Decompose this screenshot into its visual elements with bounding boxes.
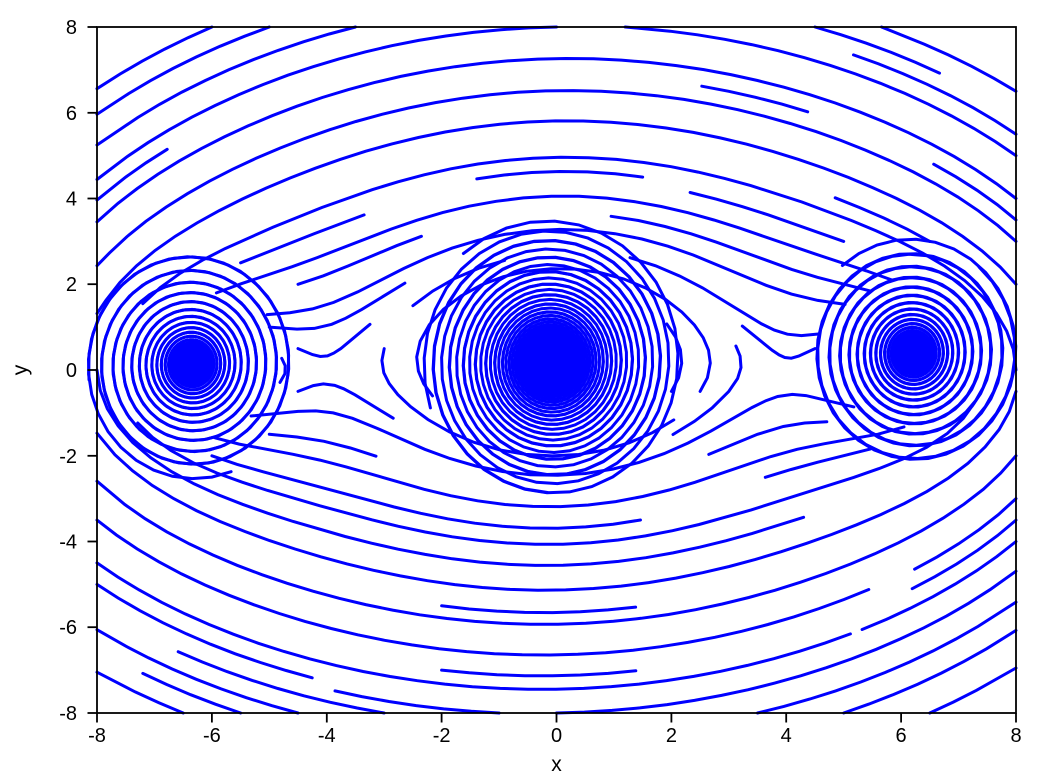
svg-text:2: 2: [66, 274, 77, 296]
svg-text:2: 2: [666, 725, 677, 747]
svg-text:-6: -6: [203, 725, 221, 747]
svg-text:-8: -8: [59, 703, 77, 725]
svg-text:-4: -4: [318, 725, 336, 747]
svg-text:8: 8: [1010, 725, 1021, 747]
svg-text:-6: -6: [59, 617, 77, 639]
svg-text:-2: -2: [59, 446, 77, 468]
svg-text:-4: -4: [59, 532, 77, 554]
svg-text:x: x: [551, 753, 562, 776]
svg-text:4: 4: [66, 189, 77, 211]
svg-text:8: 8: [66, 17, 77, 39]
svg-text:4: 4: [781, 725, 792, 747]
svg-text:-2: -2: [433, 725, 451, 747]
svg-text:0: 0: [66, 360, 77, 382]
svg-text:0: 0: [551, 725, 562, 747]
svg-text:-8: -8: [88, 725, 106, 747]
svg-text:6: 6: [896, 725, 907, 747]
svg-text:y: y: [9, 364, 32, 375]
svg-text:6: 6: [66, 103, 77, 125]
